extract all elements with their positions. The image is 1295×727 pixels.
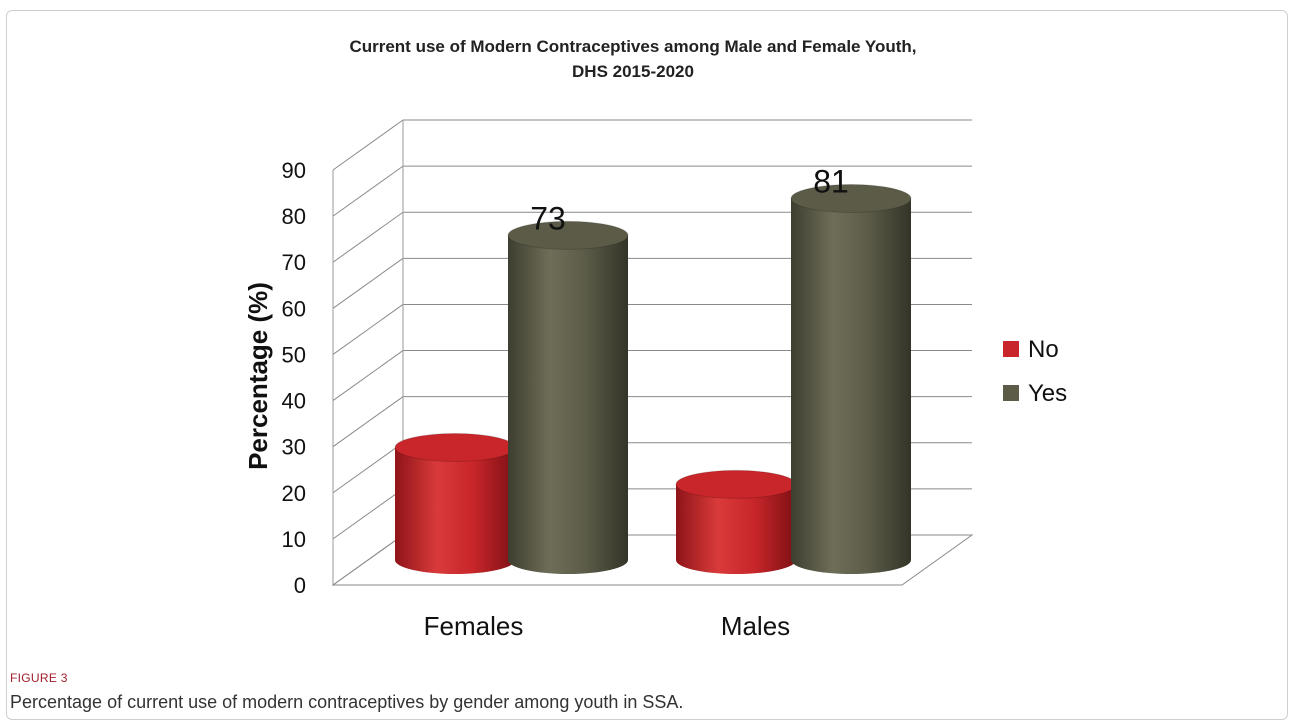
bar xyxy=(394,433,516,574)
gridline-depth xyxy=(332,119,404,171)
data-label: 73 xyxy=(530,200,566,236)
gridline-depth xyxy=(332,350,404,401)
chart-title: Current use of Modern Contraceptives amo… xyxy=(349,37,916,56)
bar-top xyxy=(790,184,912,213)
bar-body xyxy=(791,198,911,574)
chart-subtitle: DHS 2015-2020 xyxy=(572,62,694,81)
bar-top xyxy=(675,469,797,499)
data-labels: 73 81 xyxy=(530,164,849,237)
y-axis-label: Percentage (%) xyxy=(243,282,273,470)
gridline-depth xyxy=(332,488,404,540)
bar xyxy=(507,220,629,574)
y-tick-label: 30 xyxy=(282,435,306,460)
legend-swatch xyxy=(1003,341,1019,357)
gridline-depth xyxy=(332,211,404,263)
x-axis-ticks: Females Males xyxy=(424,611,791,641)
legend-swatch xyxy=(1003,385,1019,401)
gridline-depth xyxy=(332,257,404,309)
y-tick-label: 0 xyxy=(294,573,306,598)
y-tick-label: 70 xyxy=(282,250,306,275)
y-tick-label: 90 xyxy=(282,158,306,183)
legend-item: Yes xyxy=(1003,380,1067,407)
y-tick-label: 80 xyxy=(282,204,306,229)
gridline-depth xyxy=(332,304,404,355)
legend: No Yes xyxy=(1003,336,1067,407)
figure-label: FIGURE 3 xyxy=(10,671,68,685)
bar-body xyxy=(676,484,796,574)
y-tick-label: 40 xyxy=(282,389,306,414)
bars xyxy=(394,184,912,574)
data-label: 81 xyxy=(813,164,849,200)
y-tick-label: 50 xyxy=(282,342,306,367)
y-tick-label: 10 xyxy=(282,527,306,552)
legend-label: Yes xyxy=(1028,380,1067,407)
floor xyxy=(331,534,974,586)
figure-frame xyxy=(6,10,1288,720)
gridline-depth xyxy=(332,396,404,448)
bar-body xyxy=(508,235,628,574)
x-tick-label: Females xyxy=(424,611,524,641)
bar-top xyxy=(394,433,516,462)
figure-caption: Percentage of current use of modern cont… xyxy=(10,692,684,712)
bar xyxy=(675,469,797,574)
x-tick-label: Males xyxy=(721,611,790,641)
y-axis-ticks: 0 10 20 30 40 50 60 70 80 90 xyxy=(282,158,306,598)
legend-item: No xyxy=(1003,336,1059,363)
y-tick-label: 20 xyxy=(282,481,306,506)
gridline-depth xyxy=(332,442,404,494)
bar-body xyxy=(395,447,515,574)
bar xyxy=(790,184,912,574)
legend-label: No xyxy=(1028,336,1059,363)
y-tick-label: 60 xyxy=(282,296,306,321)
gridline-depth xyxy=(332,165,404,217)
bar-top xyxy=(507,220,629,250)
